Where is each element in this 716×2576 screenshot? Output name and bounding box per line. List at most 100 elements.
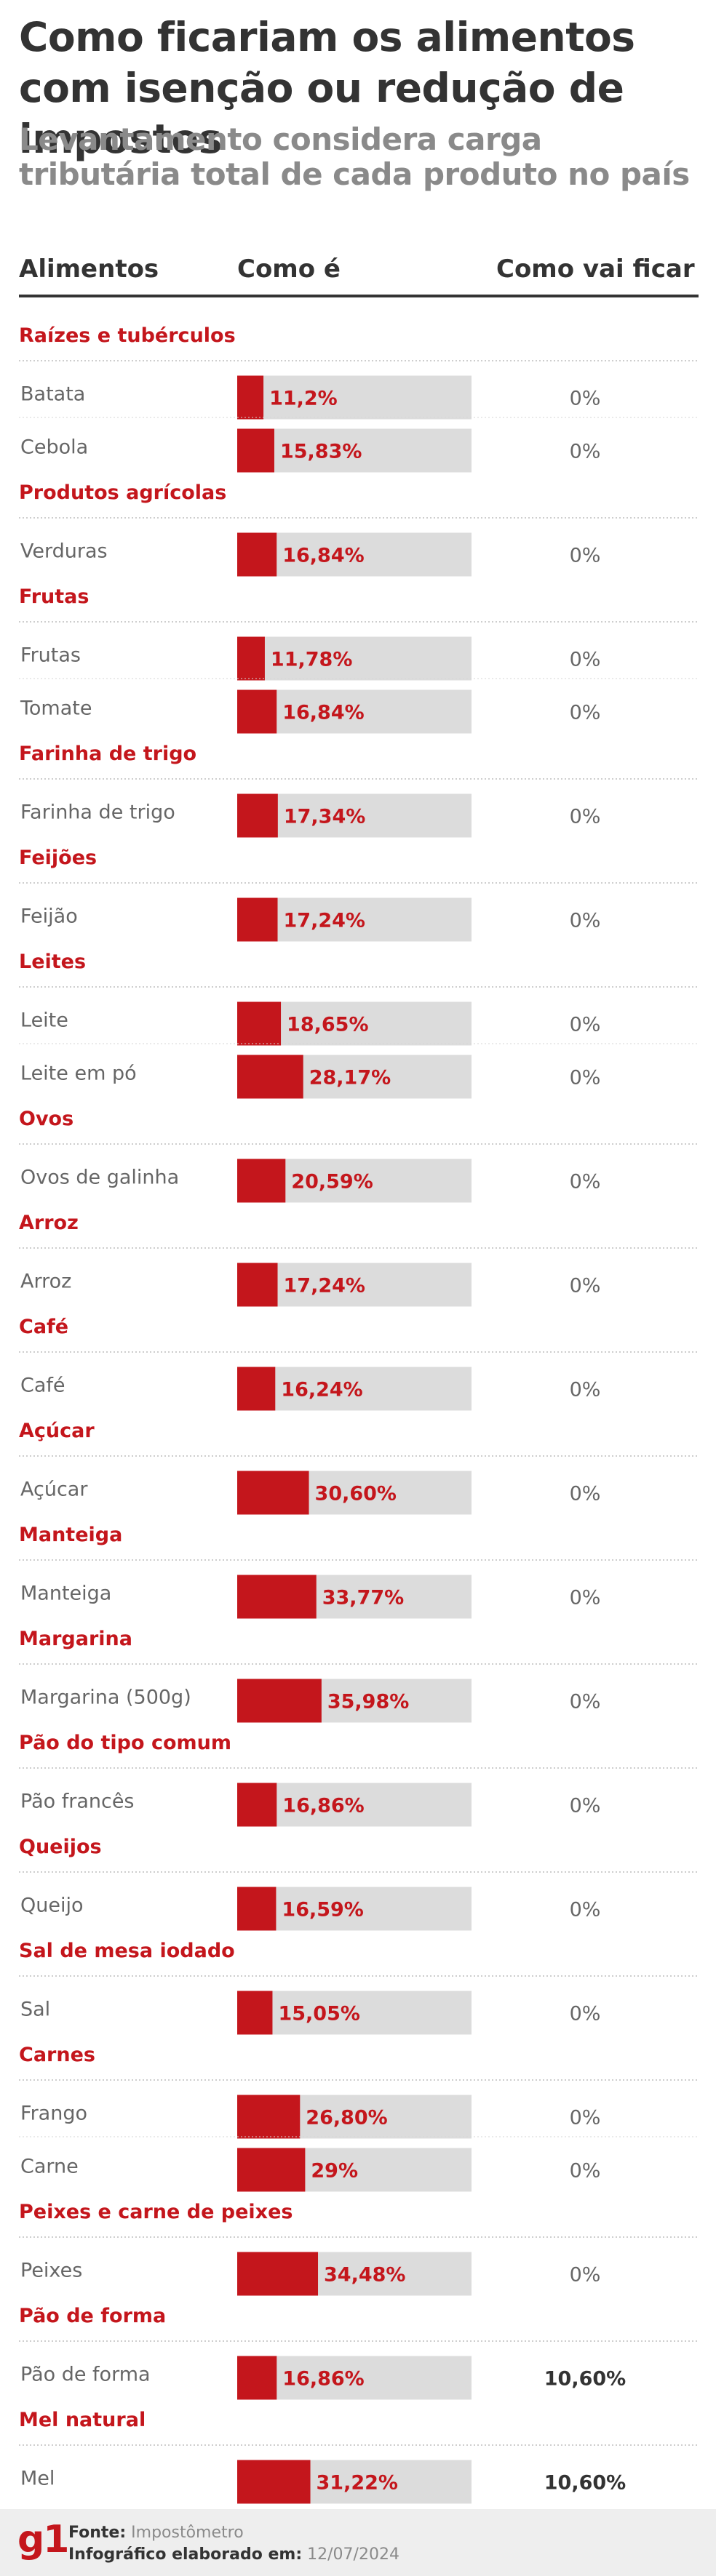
bar [237,1575,317,1619]
bar [237,793,278,838]
row-label: Leite em pó [20,1063,137,1085]
bar [237,532,277,577]
row-label: Sal [20,1999,50,2021]
bar-value-label: 20,59% [291,1171,373,1193]
bar-value-label: 34,48% [324,2264,405,2287]
bar [237,375,264,420]
bar-value-label: 18,65% [287,1014,368,1036]
row-label: Cebola [20,436,88,459]
bar [237,689,277,734]
bar-track [237,428,472,473]
bar [237,2252,319,2296]
footer-date-value: 12/07/2024 [307,2545,399,2564]
footer-date: Infográfico elaborado em: 12/07/2024 [68,2545,399,2564]
column-header-future: Como vai ficar [496,255,695,284]
future-value: 0% [570,2264,601,2287]
bar-value-label: 17,24% [284,910,365,932]
category-label: Arroz [19,1212,79,1234]
bar-value-label: 29% [311,2160,358,2183]
category-label: Sal de mesa iodado [19,1940,235,1962]
footer-source-label: Fonte: [68,2524,127,2542]
row-label: Açúcar [20,1479,88,1501]
bar-value-label: 16,84% [282,545,364,567]
category-label: Pão do tipo comum [19,1732,231,1754]
bar-value-label: 16,84% [282,702,364,724]
row-label: Queijo [20,1895,84,1917]
bar-track [237,375,472,420]
bar [237,1263,278,1307]
page-title: Como ficariam os alimentos com isenção o… [19,14,635,162]
category-label: Mel natural [19,2409,146,2431]
footer-source-value: Impostômetro [131,2524,244,2542]
bar [237,2148,306,2192]
bar-track [237,636,472,681]
bar-value-label: 16,59% [282,1899,363,1921]
row-label: Pão de forma [20,2364,151,2386]
footer-date-label: Infográfico elaborado em: [68,2545,303,2564]
bar [237,897,278,942]
category-label: Café [19,1316,68,1338]
bar-value-label: 28,17% [309,1067,391,1089]
bar-value-label: 16,24% [281,1379,362,1401]
bar-value-label: 11,78% [271,649,352,671]
bar-value-label: 11,2% [269,388,338,410]
g1-logo: g1 [17,2518,69,2561]
footer-source: Fonte: Impostômetro [68,2524,244,2542]
row-label: Leite [20,1009,68,1032]
bar-value-label: 17,24% [284,1275,365,1297]
bar [237,1887,277,1931]
future-value: 0% [570,1014,601,1036]
footer: g1 Fonte: Impostômetro Infográfico elabo… [0,2509,716,2576]
row-label: Pão francês [20,1791,135,1813]
bar-value-label: 15,05% [278,2003,359,2025]
bar-track [237,1991,472,2035]
row-label: Mel [20,2468,55,2490]
row-label: Farinha de trigo [20,801,175,824]
future-value: 0% [570,2160,601,2183]
category-label: Margarina [19,1628,132,1650]
future-value: 0% [570,806,601,828]
bar [237,1367,276,1411]
category-label: Carnes [19,2044,95,2066]
category-label: Leites [19,951,86,973]
future-value: 0% [570,2003,601,2025]
future-value: 0% [570,1379,601,1401]
bar-value-label: 30,60% [315,1483,397,1505]
page-subtitle: Levantamento considera carga tributária … [19,121,690,192]
future-value: 10,60% [544,2472,626,2495]
row-label: Frutas [20,644,81,667]
future-value: 0% [570,1587,601,1609]
category-label: Açúcar [19,1420,95,1442]
row-label: Tomate [20,697,92,720]
bar-value-label: 31,22% [317,2472,398,2495]
bar [237,1001,282,1046]
future-value: 0% [570,1171,601,1193]
column-header-current: Como é [237,255,341,284]
future-value: 0% [570,441,601,463]
bar [237,428,274,473]
category-label: Manteiga [19,1524,122,1546]
bar-value-label: 15,83% [280,441,362,463]
row-label: Feijão [20,905,78,928]
row-label: Verduras [20,540,108,563]
row-label: Manteiga [20,1583,111,1605]
bar [237,1055,303,1099]
bar [237,1159,286,1203]
future-value: 0% [570,910,601,932]
bar-value-label: 26,80% [306,2107,387,2129]
future-value: 0% [570,649,601,671]
row-label: Ovos de galinha [20,1167,179,1189]
bar-value-label: 17,34% [284,806,365,828]
category-label: Ovos [19,1108,73,1130]
category-label: Pão de forma [19,2305,166,2327]
future-value: 0% [570,1691,601,1713]
row-label: Batata [20,383,85,406]
row-label: Arroz [20,1271,71,1293]
future-value: 0% [570,1899,601,1921]
bar [237,636,265,681]
bar [237,2095,301,2139]
future-value: 0% [570,702,601,724]
header-rule [19,295,699,297]
category-label: Queijos [19,1836,102,1858]
